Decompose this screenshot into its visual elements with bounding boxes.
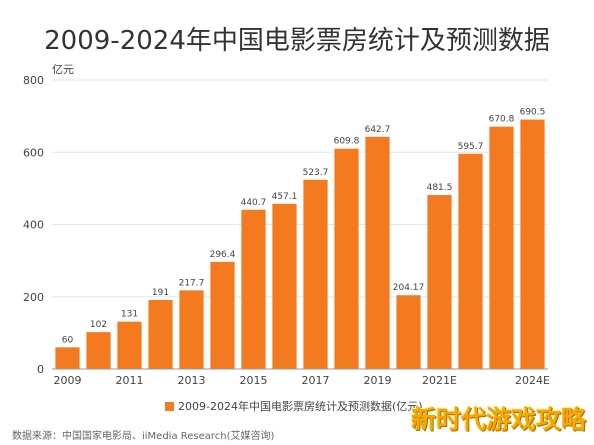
x-tick-label: 2024E bbox=[515, 374, 550, 387]
bar bbox=[148, 300, 173, 369]
data-label: 102 bbox=[90, 320, 107, 330]
chart-title: 2009-2024年中国电影票房统计及预测数据 bbox=[44, 26, 550, 56]
bar bbox=[489, 126, 514, 370]
x-tick-label: 2015 bbox=[240, 374, 268, 387]
bar bbox=[427, 195, 452, 369]
x-tick-label: 2017 bbox=[302, 374, 330, 387]
data-label: 481.5 bbox=[427, 183, 453, 193]
bar bbox=[458, 153, 483, 369]
y-tick-label: 600 bbox=[23, 146, 44, 159]
data-label: 690.5 bbox=[520, 108, 546, 118]
source-note: 数据来源：中国国家电影局、iiMedia Research(艾媒咨询) bbox=[12, 431, 275, 442]
data-label: 204.17 bbox=[393, 283, 425, 293]
bar bbox=[179, 290, 204, 369]
bar bbox=[241, 209, 266, 369]
y-tick-label: 400 bbox=[23, 219, 44, 232]
data-label: 523.7 bbox=[303, 168, 329, 178]
bar bbox=[272, 203, 297, 369]
legend-swatch bbox=[165, 402, 174, 411]
y-axis-label: 亿元 bbox=[52, 63, 74, 76]
x-tick-label: 2021E bbox=[422, 374, 457, 387]
data-label: 670.8 bbox=[489, 115, 515, 125]
bar bbox=[117, 321, 142, 369]
bar bbox=[86, 332, 111, 369]
x-tick-label: 2011 bbox=[116, 374, 144, 387]
x-tick-label: 2019 bbox=[364, 374, 392, 387]
data-label: 595.7 bbox=[458, 142, 484, 152]
bar bbox=[303, 179, 328, 369]
y-tick-label: 0 bbox=[37, 363, 44, 376]
watermark: 新时代游戏攻略 bbox=[410, 405, 586, 434]
bar bbox=[520, 119, 545, 369]
legend-label: 2009-2024年中国电影票房统计及预测数据(亿元) bbox=[178, 400, 423, 413]
y-tick-label: 200 bbox=[23, 291, 44, 304]
x-tick-label: 2009 bbox=[54, 374, 82, 387]
bar bbox=[210, 261, 235, 369]
bar bbox=[334, 148, 359, 369]
data-label: 609.8 bbox=[334, 137, 360, 147]
data-label: 457.1 bbox=[272, 192, 298, 202]
data-label: 642.7 bbox=[365, 125, 391, 135]
y-axis-ticks: 0 200 400 600 800 bbox=[23, 74, 44, 376]
data-label: 131 bbox=[121, 310, 138, 320]
bar bbox=[396, 295, 421, 369]
data-label: 191 bbox=[152, 288, 169, 298]
bar bbox=[55, 347, 80, 369]
data-label: 440.7 bbox=[241, 198, 267, 208]
value-labels: 60 102 131 191 217.7 296.4 440.7 457.1 523.7 609.… bbox=[62, 108, 546, 346]
y-tick-label: 800 bbox=[23, 74, 44, 87]
x-axis-ticks: 2009 2011 2013 2015 2017 2019 2021E 2024E bbox=[54, 374, 551, 387]
x-tick-label: 2013 bbox=[178, 374, 206, 387]
data-label: 217.7 bbox=[179, 278, 205, 288]
legend: 2009-2024年中国电影票房统计及预测数据(亿元) bbox=[165, 398, 423, 414]
data-label: 296.4 bbox=[210, 250, 236, 260]
bar bbox=[365, 136, 390, 369]
data-label: 60 bbox=[62, 335, 74, 345]
bars bbox=[55, 119, 545, 370]
